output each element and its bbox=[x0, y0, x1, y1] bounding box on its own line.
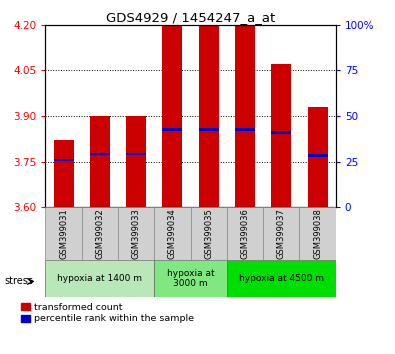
Bar bbox=[263, 207, 299, 260]
Bar bbox=[308, 107, 327, 207]
Bar bbox=[199, 129, 219, 131]
Bar bbox=[299, 207, 336, 260]
Text: GSM399033: GSM399033 bbox=[132, 208, 141, 259]
Bar bbox=[227, 207, 263, 260]
Text: hypoxia at
3000 m: hypoxia at 3000 m bbox=[167, 269, 214, 289]
Bar bbox=[82, 207, 118, 260]
Text: hypoxia at 4500 m: hypoxia at 4500 m bbox=[239, 274, 324, 283]
Bar bbox=[271, 131, 291, 134]
Bar bbox=[271, 64, 291, 207]
Bar bbox=[54, 140, 73, 207]
Bar bbox=[235, 25, 255, 207]
Text: GSM399036: GSM399036 bbox=[241, 208, 250, 259]
Bar bbox=[235, 129, 255, 131]
Bar bbox=[90, 153, 110, 155]
Bar bbox=[90, 116, 110, 207]
Bar bbox=[154, 207, 191, 260]
Bar bbox=[45, 260, 154, 297]
Text: GSM399034: GSM399034 bbox=[168, 208, 177, 259]
Bar bbox=[154, 260, 227, 297]
Bar bbox=[45, 207, 82, 260]
Bar bbox=[162, 129, 182, 131]
Text: GSM399032: GSM399032 bbox=[95, 208, 104, 259]
Bar bbox=[118, 207, 154, 260]
Bar bbox=[227, 260, 336, 297]
Bar bbox=[126, 116, 146, 207]
Bar bbox=[308, 154, 327, 157]
Bar bbox=[126, 153, 146, 155]
Text: GSM399031: GSM399031 bbox=[59, 208, 68, 259]
Bar bbox=[162, 25, 182, 207]
Title: GDS4929 / 1454247_a_at: GDS4929 / 1454247_a_at bbox=[106, 11, 275, 24]
Bar bbox=[54, 159, 73, 161]
Bar bbox=[190, 207, 227, 260]
Text: GSM399037: GSM399037 bbox=[277, 208, 286, 259]
Legend: transformed count, percentile rank within the sample: transformed count, percentile rank withi… bbox=[21, 302, 195, 324]
Text: GSM399035: GSM399035 bbox=[204, 208, 213, 259]
Bar bbox=[199, 25, 219, 207]
Text: GSM399038: GSM399038 bbox=[313, 208, 322, 259]
Text: hypoxia at 1400 m: hypoxia at 1400 m bbox=[57, 274, 142, 283]
Text: stress: stress bbox=[4, 276, 33, 286]
